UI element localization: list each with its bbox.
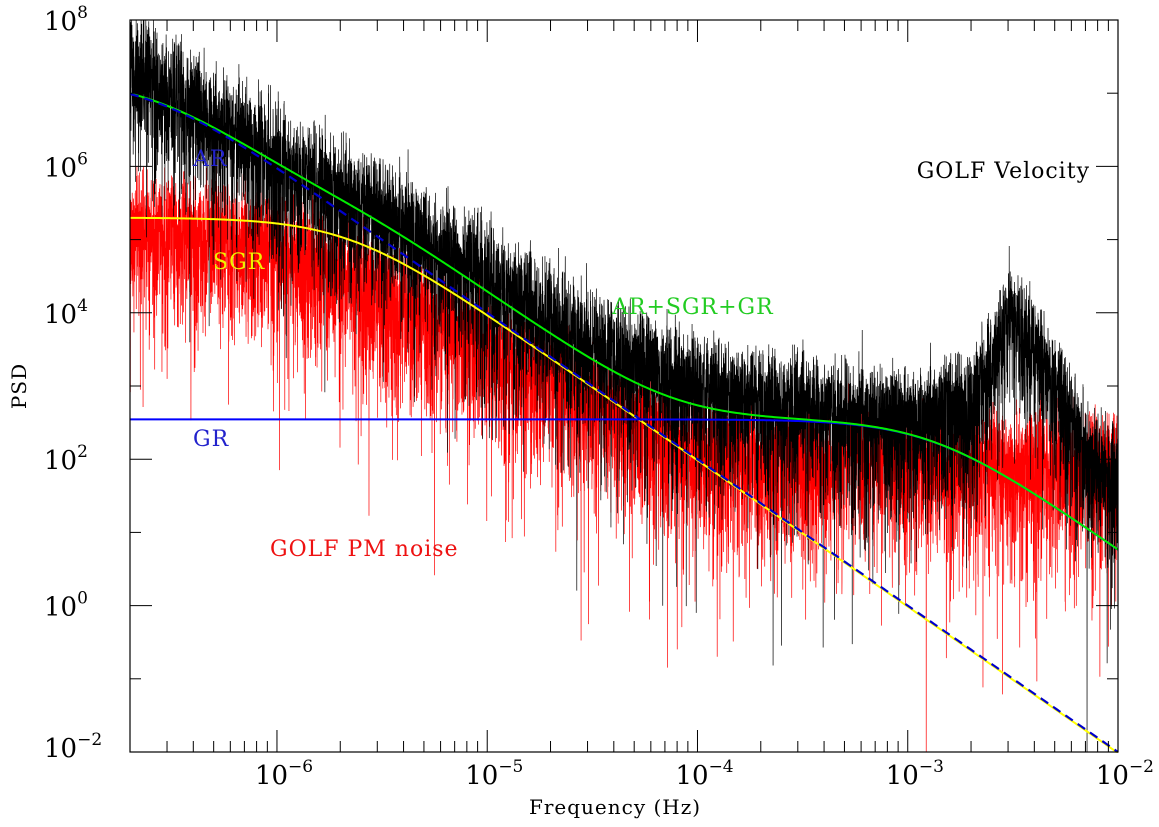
tick-label-exponent: −2	[77, 730, 102, 750]
series-label-sgr: SGR	[213, 250, 266, 275]
tick-label-exponent: −3	[919, 757, 944, 777]
x-tick-label: 10−6	[255, 757, 313, 791]
tick-label-exponent: 4	[77, 296, 88, 316]
y-axis-title: PSD	[7, 363, 31, 409]
tick-label-exponent: 8	[77, 3, 88, 23]
series-label-ar: AR	[192, 147, 228, 172]
series-label-golf-pm-noise: GOLF PM noise	[270, 537, 459, 562]
x-tick-label: 10−3	[886, 757, 944, 791]
tick-label-base: 10	[675, 761, 708, 791]
tick-label-base: 10	[44, 734, 77, 764]
tick-label-exponent: −4	[709, 757, 734, 777]
golf-velocity-spectrum	[129, 19, 1119, 753]
x-tick-label: 10−4	[675, 757, 733, 791]
series-label-total: AR+SGR+GR	[611, 295, 774, 320]
y-tick-label: 10−2	[44, 730, 102, 764]
series-label-gr: GR	[193, 427, 230, 452]
tick-label-base: 10	[44, 593, 77, 623]
x-axis-title: Frequency (Hz)	[529, 795, 701, 819]
y-tick-label: 108	[44, 3, 88, 37]
data-traces	[129, 19, 1119, 753]
tick-label-base: 10	[44, 153, 77, 183]
x-tick-label: 10−5	[465, 757, 523, 791]
total-model-line	[129, 92, 1119, 551]
tick-label-base: 10	[255, 761, 288, 791]
tick-label-base: 10	[44, 446, 77, 476]
tick-label-base: 10	[44, 300, 77, 330]
tick-label-base: 10	[1096, 761, 1129, 791]
tick-label-exponent: 0	[77, 589, 88, 609]
y-tick-label: 102	[44, 442, 88, 476]
tick-label-exponent: −2	[1129, 757, 1154, 777]
y-tick-label: 106	[44, 149, 88, 183]
tick-label-base: 10	[44, 7, 77, 37]
y-tick-label: 104	[44, 296, 88, 330]
x-tick-label: 10−2	[1096, 757, 1154, 791]
tick-label-base: 10	[886, 761, 919, 791]
tick-label-base: 10	[465, 761, 498, 791]
axis-ticks	[129, 19, 1119, 753]
series-label-golf-velocity: GOLF Velocity	[917, 159, 1090, 184]
ar-model-line	[129, 92, 1119, 753]
tick-label-exponent: −5	[498, 757, 523, 777]
tick-label-exponent: −6	[288, 757, 313, 777]
tick-label-exponent: 2	[77, 442, 88, 462]
y-tick-label: 100	[44, 589, 88, 623]
tick-label-exponent: 6	[77, 149, 88, 169]
